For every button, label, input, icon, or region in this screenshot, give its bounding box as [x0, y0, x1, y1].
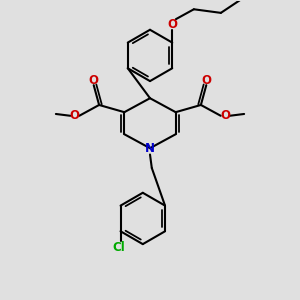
Text: O: O	[201, 74, 211, 87]
Text: O: O	[167, 18, 177, 31]
Text: O: O	[221, 109, 231, 122]
Text: Cl: Cl	[112, 241, 125, 254]
Text: N: N	[145, 142, 155, 155]
Text: O: O	[69, 109, 79, 122]
Text: O: O	[89, 74, 99, 87]
